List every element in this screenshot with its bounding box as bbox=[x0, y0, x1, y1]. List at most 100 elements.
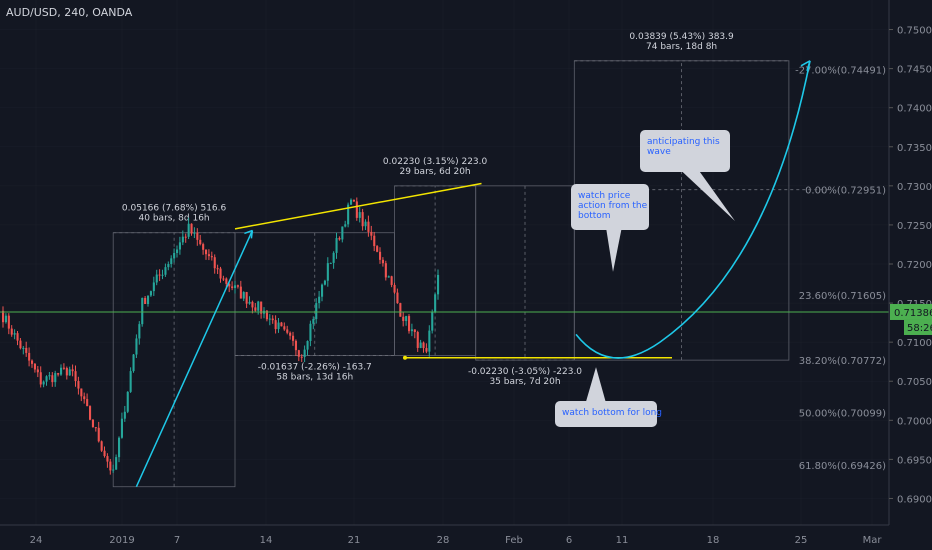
fib-level-label: 0.00%(0.72951) bbox=[805, 186, 886, 197]
candle-body bbox=[373, 235, 376, 247]
time-tick-label: Feb bbox=[505, 535, 523, 546]
callout-text: watch price bbox=[578, 191, 631, 201]
candle-body bbox=[390, 276, 393, 285]
callout-tail bbox=[606, 228, 622, 272]
candle-body bbox=[381, 259, 384, 264]
candle-body bbox=[428, 330, 431, 352]
fib-level-label: 23.60%(0.71605) bbox=[799, 291, 886, 302]
candle-body bbox=[344, 224, 347, 227]
time-tick-label: 7 bbox=[174, 535, 180, 546]
candle-body bbox=[80, 388, 83, 397]
candle-body bbox=[370, 231, 373, 236]
candle-body bbox=[10, 328, 13, 335]
candle-body bbox=[170, 258, 173, 265]
candle-body bbox=[86, 399, 89, 407]
candle-body bbox=[57, 373, 60, 375]
callout-text: watch bottom for long bbox=[562, 408, 662, 418]
candle-body bbox=[399, 303, 402, 317]
callout-box bbox=[555, 401, 657, 427]
candle-body bbox=[332, 252, 335, 263]
candle-body bbox=[65, 368, 68, 376]
candle-body bbox=[396, 292, 399, 304]
candle-body bbox=[181, 236, 184, 243]
measure-label-bars: 40 bars, 8d 16h bbox=[139, 214, 210, 224]
candle-body bbox=[347, 204, 350, 225]
candle-body bbox=[303, 349, 306, 358]
resistance-trendline[interactable] bbox=[234, 182, 482, 230]
callout-box bbox=[640, 130, 730, 172]
candle-body bbox=[164, 267, 167, 275]
candle-body bbox=[25, 347, 28, 353]
candle-body bbox=[83, 396, 86, 400]
candle-body bbox=[31, 360, 34, 364]
candle-body bbox=[335, 238, 338, 253]
time-tick-label: 6 bbox=[566, 535, 572, 546]
callout-text: bottom bbox=[578, 211, 611, 221]
candle-body bbox=[231, 286, 234, 289]
measure-label-bars: 58 bars, 13d 16h bbox=[276, 372, 353, 382]
candle-body bbox=[39, 372, 42, 385]
projection-curve[interactable] bbox=[575, 60, 811, 359]
callout-tail bbox=[680, 170, 735, 222]
candle-body bbox=[138, 324, 141, 339]
candle-body bbox=[361, 212, 364, 227]
callout-tail bbox=[585, 367, 606, 403]
candle-body bbox=[289, 332, 292, 336]
candle-body bbox=[300, 356, 303, 358]
time-tick-label: 21 bbox=[348, 535, 361, 546]
callout-note[interactable]: watch bottom for long bbox=[555, 367, 662, 427]
candle-body bbox=[100, 441, 103, 451]
callout-box bbox=[571, 184, 649, 230]
candle-body bbox=[277, 322, 280, 330]
candle-body bbox=[338, 238, 341, 240]
candle-body bbox=[242, 292, 245, 299]
price-axis[interactable]: 0.690000.695000.700000.705000.710000.715… bbox=[888, 0, 932, 525]
candle-body bbox=[219, 268, 222, 279]
candle-body bbox=[341, 226, 344, 240]
time-tick-label: 14 bbox=[260, 535, 273, 546]
candle-body bbox=[393, 284, 396, 293]
candle-body bbox=[387, 276, 390, 278]
candle-body bbox=[36, 369, 39, 373]
candles bbox=[2, 197, 440, 475]
measure-label-bars: 35 bars, 7d 20h bbox=[489, 377, 560, 387]
candle-body bbox=[199, 239, 202, 245]
candle-body bbox=[118, 437, 121, 458]
candle-body bbox=[236, 285, 239, 287]
measure-label-change: 0.03839 (5.43%) 383.9 bbox=[629, 32, 734, 42]
candle-body bbox=[19, 340, 22, 349]
candle-body bbox=[173, 252, 176, 259]
candle-body bbox=[312, 319, 315, 324]
candle-body bbox=[115, 457, 118, 470]
candle-body bbox=[216, 268, 219, 270]
candle-body bbox=[202, 244, 205, 250]
candle-body bbox=[434, 294, 437, 312]
candle-body bbox=[144, 297, 147, 305]
candle-body bbox=[33, 363, 36, 370]
current-price-value: 0.71386 bbox=[894, 308, 932, 319]
candle-body bbox=[408, 316, 411, 332]
candle-body bbox=[239, 286, 242, 299]
candle-body bbox=[77, 381, 80, 389]
candle-body bbox=[135, 338, 138, 355]
candle-body bbox=[228, 283, 231, 287]
candle-body bbox=[2, 310, 5, 323]
time-tick-label: 11 bbox=[616, 535, 629, 546]
uptrend-arrow[interactable] bbox=[135, 230, 254, 488]
candle-body bbox=[149, 291, 152, 296]
candle-body bbox=[210, 256, 213, 258]
time-axis[interactable]: 24 2019 7 14 21 28 Feb 6 11 18 25 Mar bbox=[0, 524, 889, 546]
candle-body bbox=[274, 320, 277, 330]
drawings: -27.00%(0.74491) 0.00%(0.72951) 23.60%(0.7… bbox=[0, 60, 889, 488]
candle-body bbox=[315, 303, 318, 320]
time-tick-label: Mar bbox=[863, 535, 883, 546]
candle-body bbox=[437, 274, 440, 295]
candle-body bbox=[147, 295, 150, 305]
